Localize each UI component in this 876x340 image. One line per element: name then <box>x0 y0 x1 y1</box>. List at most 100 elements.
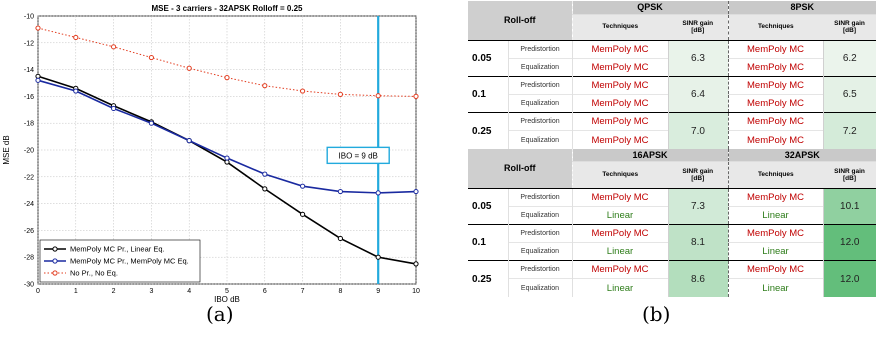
table-row: 0.25 Predistortion MemPoly MC 7.0 MemPoly MC… <box>468 112 876 149</box>
series-0-point <box>300 211 306 217</box>
y-tick-label: -18 <box>24 121 34 128</box>
series-2-point <box>262 83 268 89</box>
x-tick-label: 10 <box>412 288 420 295</box>
techniques-header: Techniques <box>727 13 824 41</box>
x-tick-label: 1 <box>74 288 78 295</box>
y-tick-label: -10 <box>24 14 34 21</box>
sinr-gain-header: SINR gain [dB] <box>668 13 729 41</box>
technique-value: Linear <box>571 241 668 261</box>
technique-kind-label: Equalization <box>507 94 572 113</box>
techniques-header: Techniques <box>727 161 824 189</box>
technique-value: MemPoly MC <box>727 39 824 59</box>
table-row: 0.1 Predistortion MemPoly MC 8.1 MemPoly MC 1… <box>468 223 876 261</box>
header-row-columns: Techniques SINR gain [dB] Techniques SINR ga… <box>468 161 876 189</box>
series-2-point <box>375 93 381 99</box>
y-tick-label: -16 <box>24 94 34 101</box>
technique-kind-label: Predistortion <box>507 39 572 59</box>
x-tick-label: 5 <box>225 288 229 295</box>
roll-off-value: 0.25 <box>468 260 508 297</box>
sinr-gain-value: 7.3 <box>667 187 729 225</box>
technique-kind-label: Predistortion <box>507 112 572 131</box>
series-1-point <box>111 105 117 112</box>
sinr-gain-header-line2: [dB] <box>691 27 705 35</box>
technique-value: Linear <box>727 241 824 261</box>
technique-value: MemPoly MC <box>727 112 824 131</box>
technique-kind-label: Equalization <box>507 278 572 297</box>
series-2-point <box>337 91 343 97</box>
y-axis-title: MSE dB <box>2 135 11 164</box>
technique-value: MemPoly MC <box>571 187 668 207</box>
y-tick-label: -30 <box>24 282 34 289</box>
technique-kind-label: Equalization <box>507 241 572 261</box>
series-1-point <box>35 77 41 83</box>
sinr-gain-value: 6.4 <box>667 75 729 113</box>
series-1-point <box>413 188 419 195</box>
series-1-point <box>148 120 154 126</box>
technique-kind-label: Equalization <box>507 205 572 225</box>
series-0-point <box>375 254 381 260</box>
tick-labels: 0 1 2 3 4 5 6 7 8 9 10 -10 -12 -14 -16 -18 -20 -22 -24 -26 -… <box>24 14 420 296</box>
sinr-gain-header-line1: SINR gain <box>682 19 714 27</box>
x-axis-title: IBO dB <box>214 295 240 304</box>
table-row: Equalization Linear Linear <box>468 205 876 225</box>
table-row: Equalization Linear Linear <box>468 278 876 297</box>
technique-value: MemPoly MC <box>727 57 824 77</box>
modulation-header: 32APSK <box>727 148 876 162</box>
technique-kind-label: Predistortion <box>507 75 572 95</box>
table-row: 0.05 Predistortion MemPoly MC 7.3 MemPoly MC… <box>468 187 876 225</box>
series-2-point <box>300 88 306 94</box>
y-tick-label: -26 <box>24 228 34 235</box>
sinr-gain-header: SINR gain [dB] <box>823 13 876 41</box>
technique-value: MemPoly MC <box>727 75 824 95</box>
sinr-gain-header-line1: SINR gain <box>834 167 865 175</box>
series-2-point <box>73 34 79 41</box>
technique-kind-label: Equalization <box>507 130 572 149</box>
sinr-gain-value: 12.0 <box>822 260 876 297</box>
technique-value: MemPoly MC <box>571 57 668 77</box>
sinr-gain-value: 7.2 <box>822 112 876 149</box>
sinr-gain-value: 6.3 <box>667 39 729 77</box>
x-tick-label: 3 <box>149 288 153 295</box>
roll-off-value: 0.05 <box>468 187 508 225</box>
series-2-point <box>186 65 192 71</box>
table-row: Equalization MemPoly MC MemPoly MC <box>468 57 876 77</box>
sinr-gain-value: 8.6 <box>667 260 729 297</box>
sinr-gain-header-line2: [dB] <box>843 175 857 183</box>
annotation-text: IBO = 9 dB <box>339 151 378 160</box>
mse-chart: 0 1 2 3 4 5 6 7 8 9 10 -10 -12 -14 -16 -18 -20 -22 -24 -26 -… <box>2 4 420 304</box>
y-tick-label: -22 <box>24 174 34 181</box>
table-row: 0.05 Predistortion MemPoly MC 6.3 MemPoly MC… <box>468 39 876 77</box>
techniques-header: Techniques <box>572 13 668 41</box>
roll-off-value: 0.05 <box>468 39 508 77</box>
series-0-point <box>413 261 419 267</box>
x-tick-label: 9 <box>376 288 380 295</box>
legend-box <box>39 239 201 283</box>
annotation: IBO = 9 dB <box>326 146 390 165</box>
roll-off-value: 0.1 <box>468 223 508 261</box>
sinr-gain-header-line1: SINR gain <box>682 167 714 175</box>
chart-title: MSE - 3 carriers - 32APSK Rolloff = 0.25 <box>152 4 303 13</box>
technique-value: MemPoly MC <box>571 75 668 95</box>
series-1-point <box>186 138 192 144</box>
technique-value: MemPoly MC <box>571 94 668 113</box>
technique-value: MemPoly MC <box>727 223 824 243</box>
technique-kind-label: Predistortion <box>507 260 572 279</box>
sinr-gain-header: SINR gain [dB] <box>668 161 729 189</box>
series-1-point <box>375 190 381 196</box>
series-1-point <box>73 88 79 94</box>
header-row-columns: Techniques SINR gain [dB] Techniques SINR ga… <box>468 13 876 41</box>
technique-value: Linear <box>727 278 824 297</box>
series-1-point <box>337 188 343 195</box>
technique-value: MemPoly MC <box>571 112 668 131</box>
technique-value: Linear <box>571 278 668 297</box>
technique-value: MemPoly MC <box>727 260 824 279</box>
x-tick-label: 2 <box>112 288 116 295</box>
sinr-gain-value: 8.1 <box>667 223 729 261</box>
legend-label-0: MemPoly MC Pr., Linear Eq. <box>70 245 165 254</box>
series-1-point <box>224 155 230 161</box>
table-row: Equalization Linear Linear <box>468 241 876 261</box>
series-lines <box>35 25 419 267</box>
technique-value: Linear <box>727 205 824 225</box>
techniques-header: Techniques <box>572 161 668 189</box>
x-tick-label: 6 <box>263 288 267 295</box>
